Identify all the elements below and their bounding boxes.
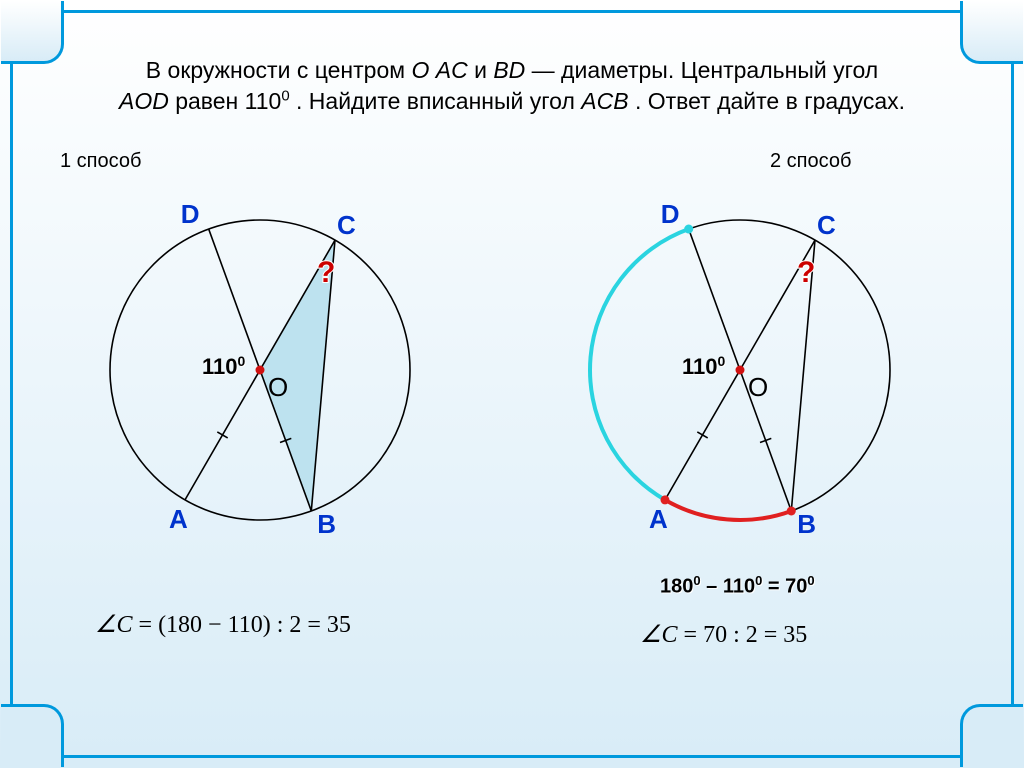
svg-text:A: A (649, 504, 668, 534)
arc-calculation: 1800 – 1100 = 700 (660, 573, 815, 599)
svg-text:A: A (169, 504, 188, 534)
text: . Ответ дайте в градусах. (635, 88, 905, 114)
text: AOD (119, 88, 169, 114)
diagram-2: D C A B O 1100? (560, 190, 960, 595)
text: В окружности с центром (146, 57, 412, 83)
frame-corner (960, 704, 1023, 767)
svg-text:C: C (337, 210, 356, 240)
diagram-1: D C A B O 1100? (80, 190, 480, 595)
text: C (117, 612, 133, 638)
text: – 110 (706, 576, 755, 598)
formula-2: ∠C = 70 : 2 = 35 (640, 620, 807, 649)
svg-text:1100: 1100 (682, 353, 726, 379)
sup: 0 (755, 573, 762, 588)
method2-label: 2 способ (770, 150, 851, 173)
text: 180 (660, 576, 693, 598)
svg-text:?: ? (317, 256, 335, 289)
sup: 0 (807, 573, 814, 588)
problem-text: В окружности с центром O AC и BD — диаме… (40, 55, 984, 117)
text: ∠ (95, 612, 117, 638)
sup: 0 (281, 87, 289, 104)
text: . Найдите вписанный угол (296, 88, 581, 114)
method1-label: 1 способ (60, 150, 141, 173)
text: ∠ (640, 622, 662, 648)
diagram-2-svg: D C A B O 1100? (560, 190, 960, 590)
text: — диаметры. Центральный угол (532, 57, 879, 83)
text: C (662, 622, 678, 648)
frame-corner (1, 704, 64, 767)
svg-text:B: B (797, 509, 816, 539)
text: = 70 : 2 = 35 (678, 622, 808, 648)
formula-1: ∠C = (180 − 110) : 2 = 35 (95, 610, 351, 639)
svg-text:B: B (317, 509, 336, 539)
text: O (411, 57, 429, 83)
svg-text:D: D (661, 199, 680, 229)
text: равен 110 (175, 88, 281, 114)
svg-text:?: ? (797, 256, 815, 289)
text: AC (436, 57, 468, 83)
svg-text:O: O (268, 372, 288, 402)
svg-text:O: O (748, 372, 768, 402)
text: = (180 − 110) : 2 = 35 (133, 612, 351, 638)
svg-text:1100: 1100 (202, 353, 246, 379)
diagram-1-svg: D C A B O 1100? (80, 190, 480, 590)
sup: 0 (693, 573, 700, 588)
svg-text:D: D (181, 199, 200, 229)
text: и (474, 57, 493, 83)
text: BD (493, 57, 525, 83)
text: = 70 (768, 576, 807, 598)
text: ACB (581, 88, 628, 114)
svg-text:C: C (817, 210, 836, 240)
